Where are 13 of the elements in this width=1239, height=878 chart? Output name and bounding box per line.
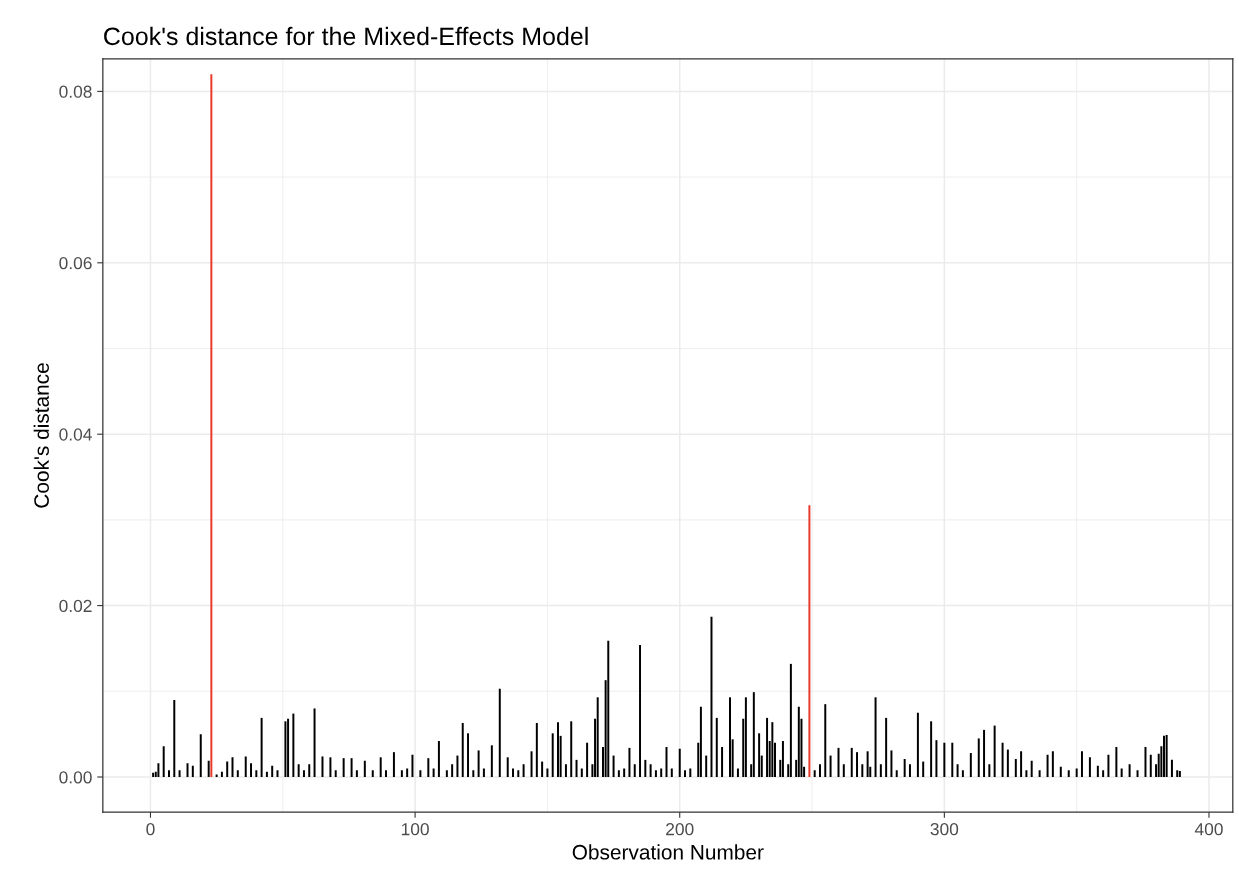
y-tick-label: 0.00 [59, 771, 92, 784]
y-axis-title: Cook's distance [33, 363, 49, 508]
x-tick-label: 100 [401, 823, 429, 836]
y-tick-label: 0.04 [59, 428, 92, 441]
y-tick-label: 0.06 [59, 256, 92, 270]
x-tick-label: 200 [666, 823, 694, 836]
x-axis-title: Observation Number [572, 844, 764, 860]
chart-title: Cook's distance for the Mixed-Effects Model [104, 26, 588, 46]
y-tick-label: 0.02 [59, 599, 92, 613]
x-tick-label: 300 [930, 823, 959, 836]
x-tick-label: 400 [1194, 823, 1223, 836]
x-tick-label: 0 [146, 823, 155, 836]
y-tick-label: 0.08 [59, 85, 92, 98]
